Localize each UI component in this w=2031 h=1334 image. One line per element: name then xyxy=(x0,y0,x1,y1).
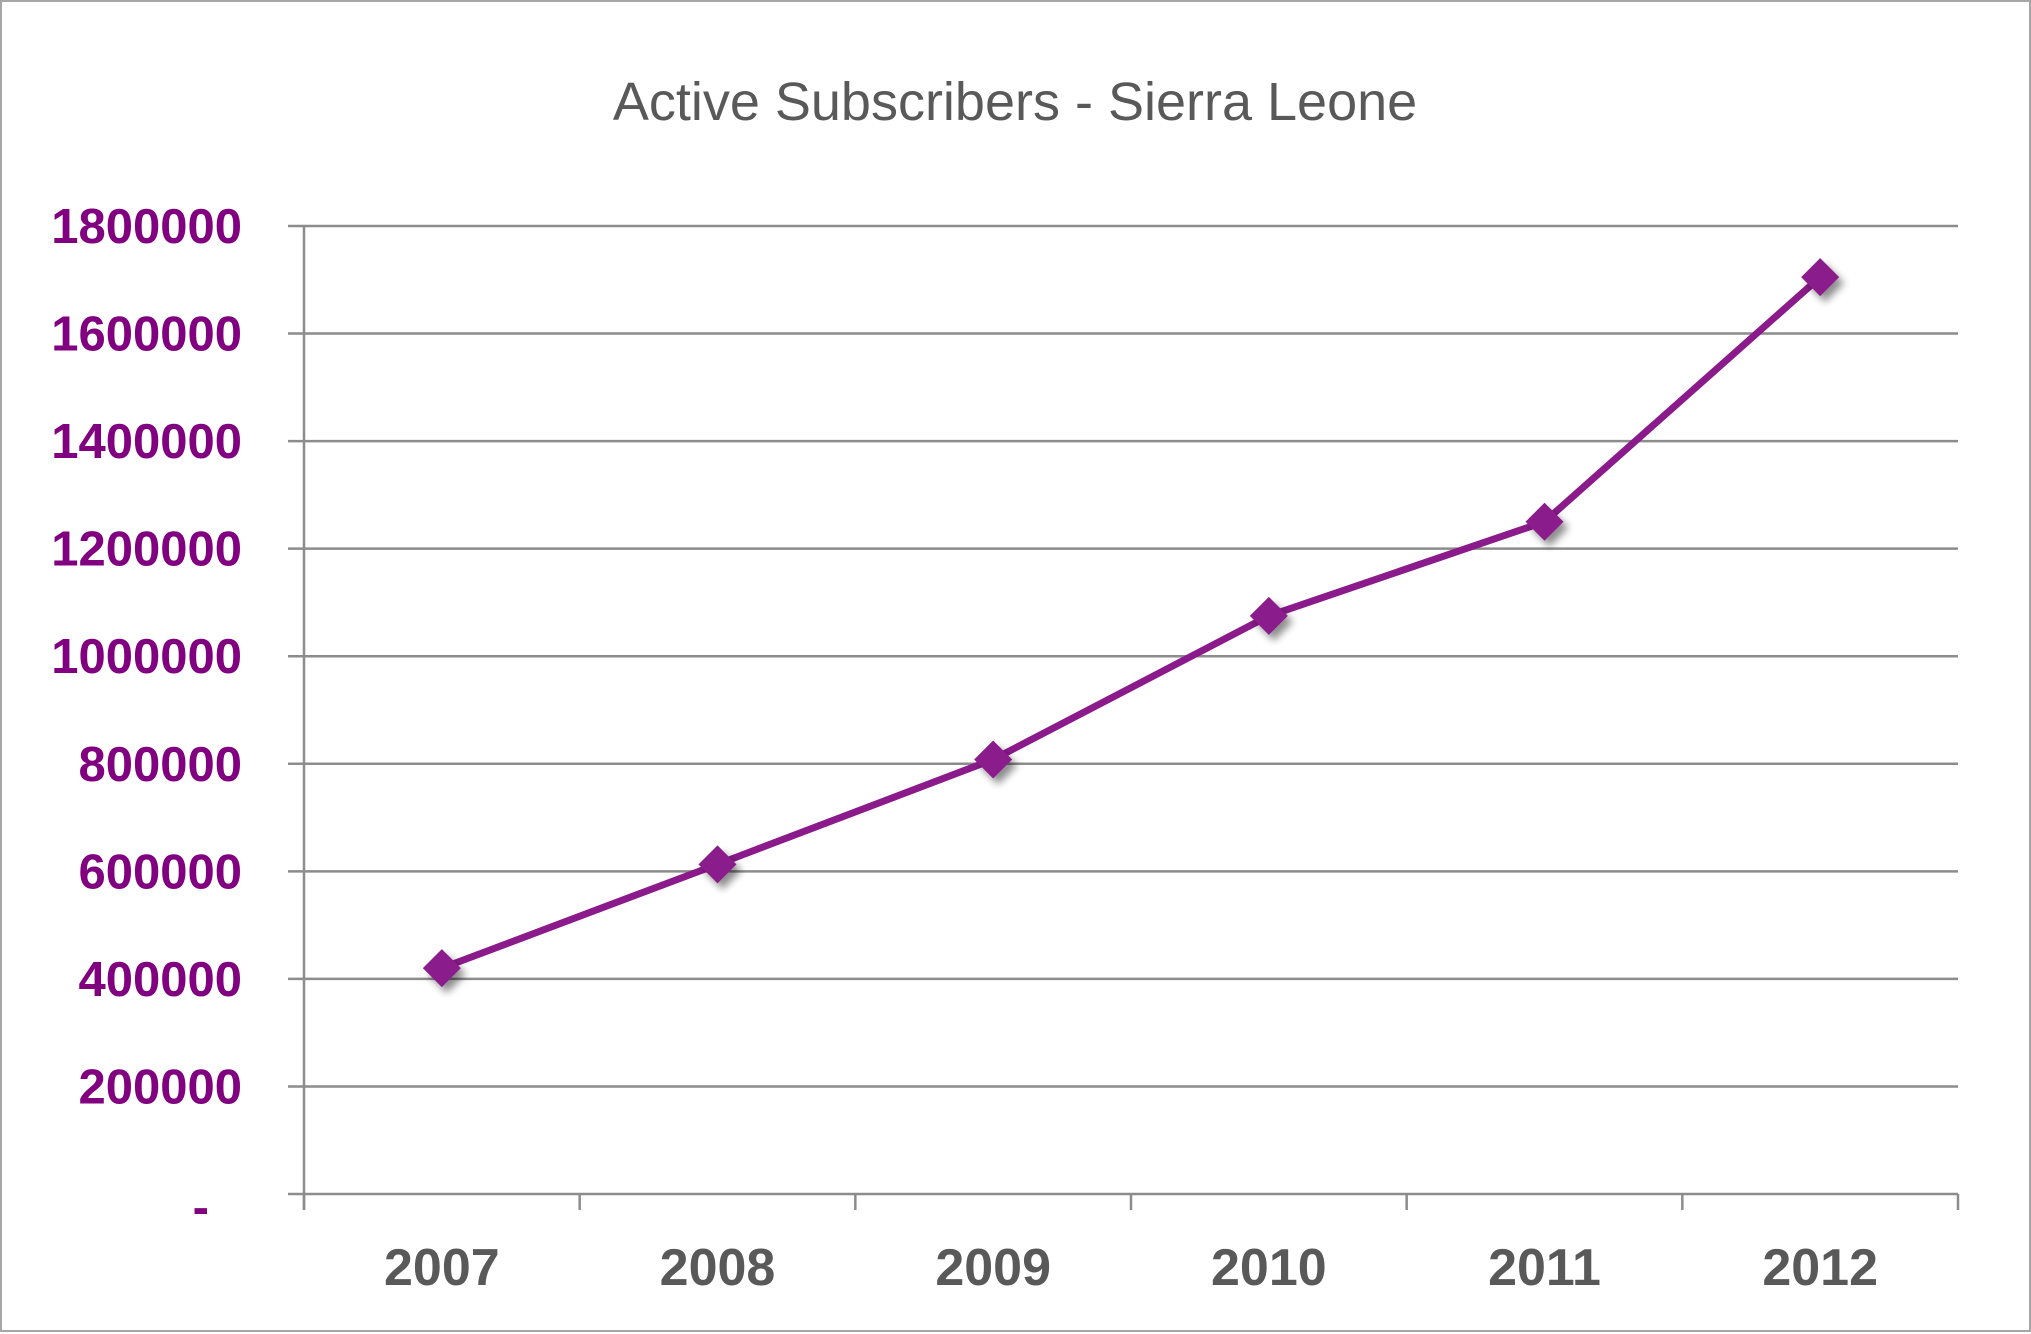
x-tick-label: 2008 xyxy=(660,1239,776,1297)
x-tick-label: 2011 xyxy=(1488,1239,1601,1297)
x-tick-label: 2012 xyxy=(1762,1239,1878,1297)
y-tick-label: 1000000 xyxy=(51,630,242,684)
series-group xyxy=(422,258,1840,988)
y-tick-label: 1600000 xyxy=(51,308,242,362)
data-point-marker xyxy=(698,845,737,884)
series-line xyxy=(440,274,1823,972)
y-tick-label: 1200000 xyxy=(51,523,242,577)
x-axis-ticks: 2007 2008 2009 2010 2011 2012 xyxy=(384,1239,1878,1297)
y-tick-label: 400000 xyxy=(78,953,242,1007)
data-point-marker xyxy=(1525,502,1564,541)
y-tick-label: 200000 xyxy=(78,1060,242,1114)
y-tick-label: 600000 xyxy=(78,845,242,899)
y-tick-label: 800000 xyxy=(78,738,242,792)
data-point-marker xyxy=(974,740,1013,779)
chart-title: Active Subscribers - Sierra Leone xyxy=(613,72,1417,132)
axes xyxy=(302,226,1960,1210)
x-tick-label: 2010 xyxy=(1211,1239,1327,1297)
y-axis-ticks: - 200000 400000 600000 800000 1000000 1200000 1… xyxy=(51,200,242,1235)
y-tick-label: 1800000 xyxy=(51,200,242,254)
x-tick-label: 2007 xyxy=(384,1239,500,1297)
data-point-marker xyxy=(422,949,461,988)
y-tick-label: - xyxy=(193,1181,209,1235)
y-tick-label: 1400000 xyxy=(51,415,242,469)
data-point-marker xyxy=(1801,258,1840,297)
data-point-marker xyxy=(1249,596,1288,635)
gridlines xyxy=(288,224,1958,1196)
x-tick-label: 2009 xyxy=(935,1239,1051,1297)
